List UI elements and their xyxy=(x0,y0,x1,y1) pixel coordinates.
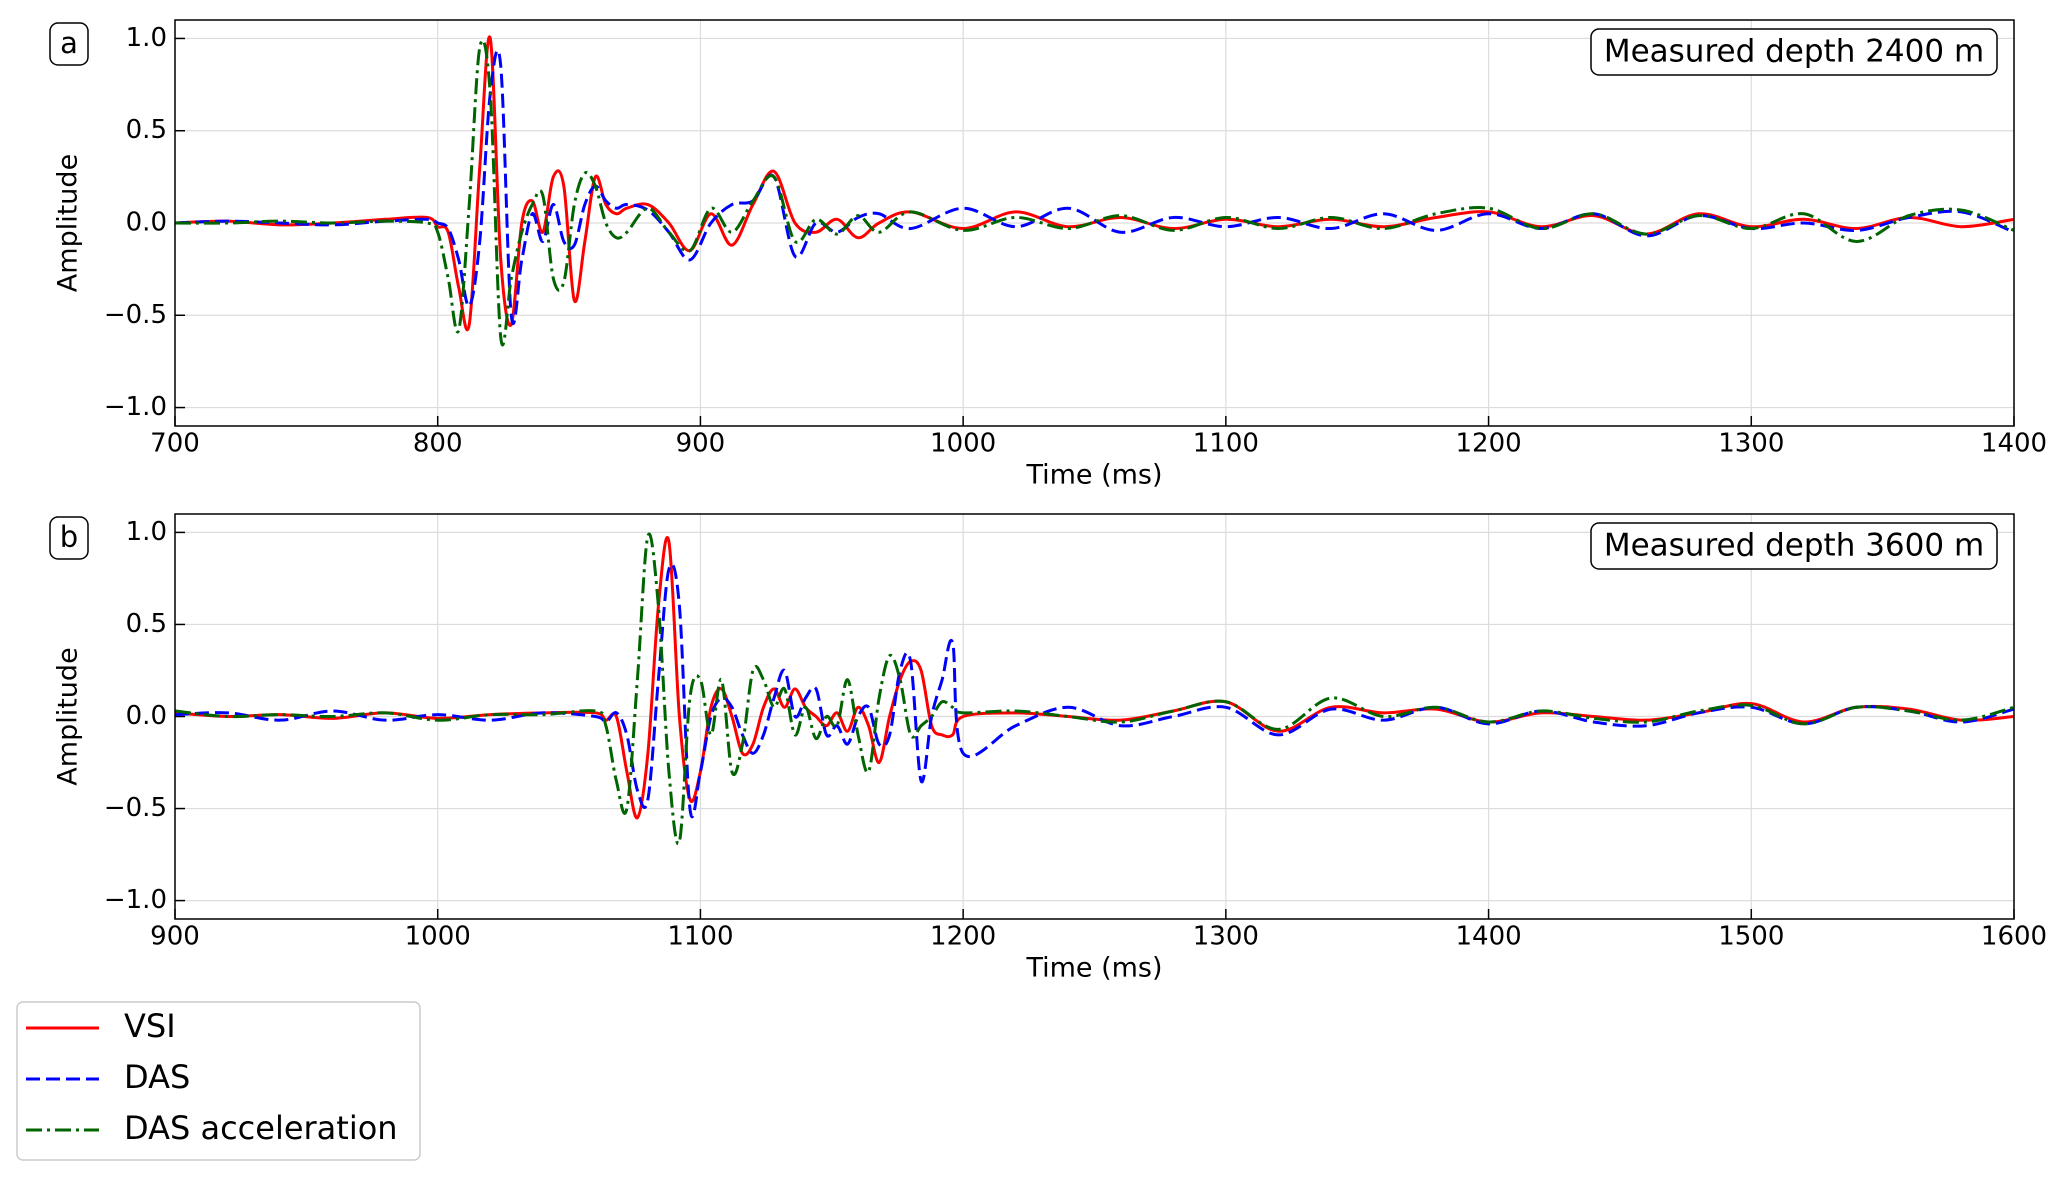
x-tick-label: 1300 xyxy=(1193,922,1259,952)
annotation: Measured depth 3600 m xyxy=(1604,528,1984,564)
y-tick-label: 1.0 xyxy=(126,517,167,547)
annotation-box xyxy=(1590,522,1998,570)
annotation-box xyxy=(1590,28,1998,76)
axes-frame xyxy=(174,513,2015,920)
x-axis-label: Time (ms) xyxy=(1025,460,1162,491)
axes-frame xyxy=(174,19,2015,427)
x-tick-label: 700 xyxy=(150,429,200,459)
y-tick-label: −1.0 xyxy=(104,885,167,915)
series-line xyxy=(175,562,2014,819)
y-tick-label: 0.0 xyxy=(126,701,167,731)
x-tick-label: 1000 xyxy=(930,429,996,459)
x-tick-label: 1300 xyxy=(1718,429,1784,459)
series-line xyxy=(175,48,2014,326)
x-tick-label: 1400 xyxy=(1981,429,2047,459)
panel-label-box xyxy=(49,22,89,66)
panel-label: b xyxy=(60,520,78,554)
y-axis-label: Amplitude xyxy=(53,647,84,785)
y-tick-label: −0.5 xyxy=(104,793,167,823)
y-tick-label: 0.5 xyxy=(126,115,167,145)
legend-box xyxy=(16,1001,421,1161)
x-tick-label: 1100 xyxy=(1193,429,1259,459)
series-line xyxy=(175,536,2014,820)
y-tick-label: −0.5 xyxy=(104,300,167,330)
x-tick-label: 1000 xyxy=(405,922,471,952)
y-tick-label: −1.0 xyxy=(104,392,167,422)
x-tick-label: 900 xyxy=(676,429,726,459)
y-axis-label: Amplitude xyxy=(53,154,84,292)
x-tick-label: 1600 xyxy=(1981,922,2047,952)
panel-label: a xyxy=(60,26,78,60)
x-tick-label: 1200 xyxy=(1455,429,1521,459)
legend-label: VSI xyxy=(124,1007,176,1045)
y-tick-label: 0.0 xyxy=(126,208,167,238)
legend-label: DAS acceleration xyxy=(124,1109,398,1147)
annotation: Measured depth 2400 m xyxy=(1604,34,1984,70)
series-line xyxy=(175,38,2014,347)
x-axis-label: Time (ms) xyxy=(1025,953,1162,984)
x-tick-label: 1200 xyxy=(930,922,996,952)
legend-label: DAS xyxy=(124,1058,190,1096)
x-tick-label: 1500 xyxy=(1718,922,1784,952)
x-tick-label: 800 xyxy=(413,429,463,459)
y-tick-label: 0.5 xyxy=(126,609,167,639)
x-tick-label: 1400 xyxy=(1455,922,1521,952)
series-line xyxy=(175,532,2014,846)
x-tick-label: 900 xyxy=(150,922,200,952)
x-tick-label: 1100 xyxy=(667,922,733,952)
panel-label-box xyxy=(49,516,89,560)
y-tick-label: 1.0 xyxy=(126,23,167,53)
